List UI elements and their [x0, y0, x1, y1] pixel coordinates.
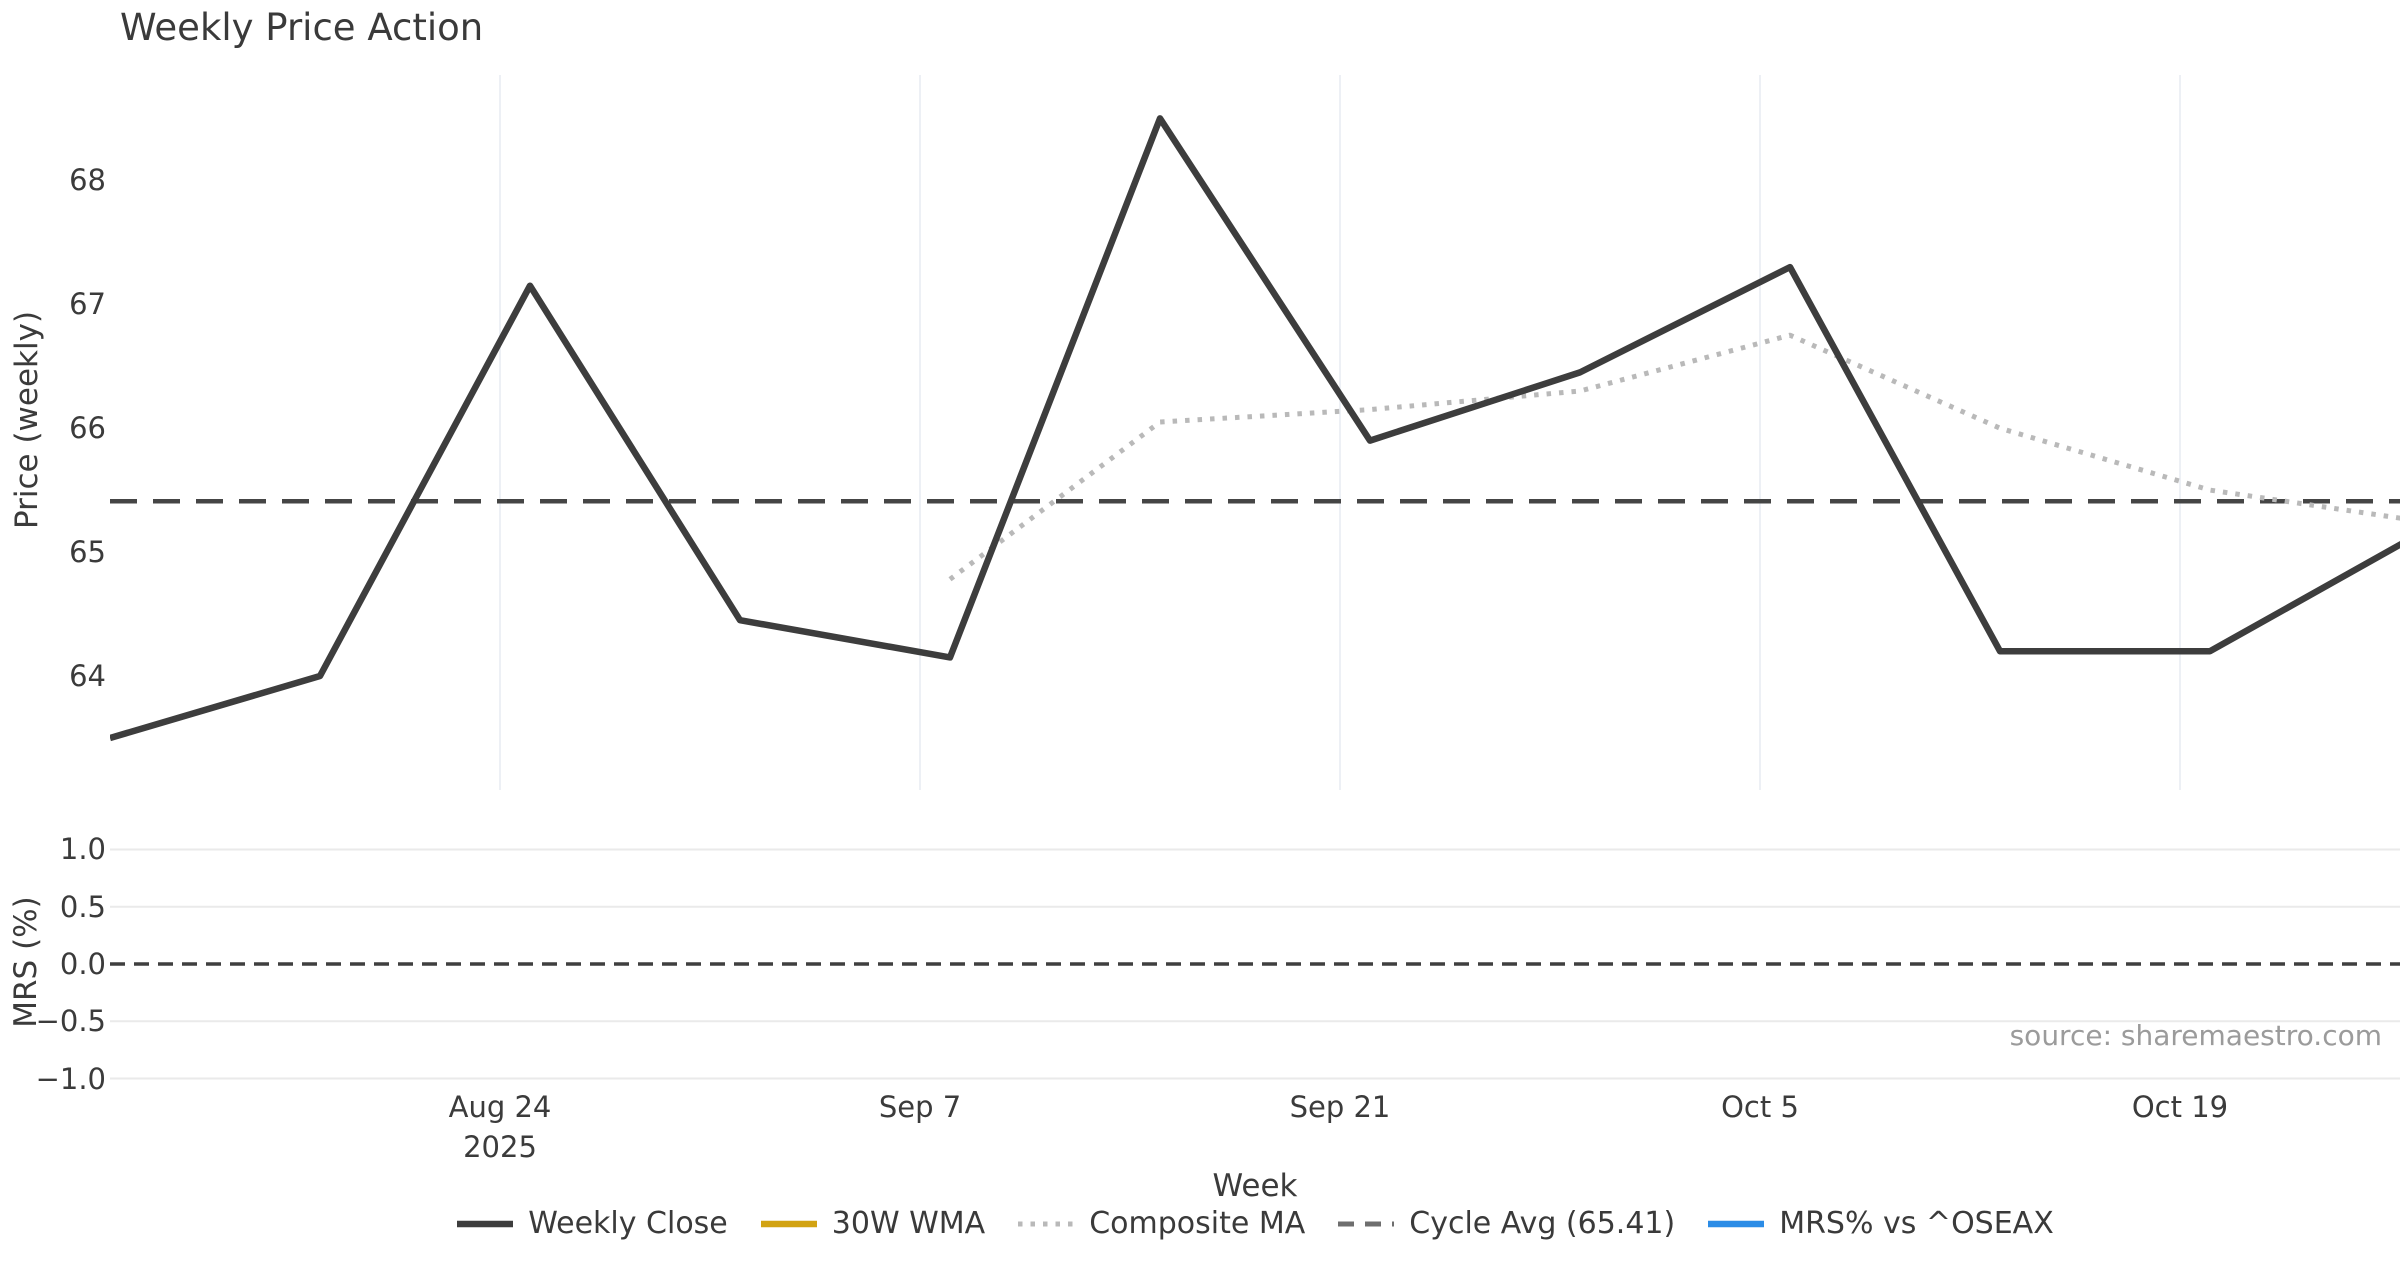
legend-label: Cycle Avg (65.41)	[1409, 1206, 1676, 1241]
legend-swatch-dashed	[1338, 1221, 1395, 1226]
legend-label: Composite MA	[1089, 1206, 1306, 1241]
legend-swatch-solid	[457, 1220, 514, 1227]
composite-ma-line	[948, 332, 2400, 582]
mrs-ytick-label: 1.0	[59, 832, 106, 866]
legend-item-composite-ma: Composite MA	[1017, 1206, 1305, 1241]
legend-label: MRS% vs ^OSEAX	[1779, 1206, 2054, 1241]
legend-swatch-solid	[1708, 1220, 1765, 1227]
legend-swatch-solid	[760, 1220, 817, 1227]
legend-swatch-dotted	[1018, 1221, 1075, 1226]
legend-label: 30W WMA	[831, 1206, 986, 1241]
x-tick-year-label: 2025	[463, 1130, 537, 1164]
legend-item-cycle-avg-65-41: Cycle Avg (65.41)	[1337, 1206, 1675, 1241]
price-ytick-label: 64	[69, 659, 106, 693]
mrs-ytick-label: 0.0	[59, 947, 106, 981]
legend-item-mrs-vs-oseax: MRS% vs ^OSEAX	[1707, 1206, 2054, 1241]
x-tick-label: Oct 5	[1721, 1090, 1799, 1124]
x-tick-label: Oct 19	[2131, 1090, 2229, 1124]
weekly-close-line	[110, 115, 2400, 742]
price-ytick-label: 65	[69, 535, 106, 569]
legend-item-30w-wma: 30W WMA	[760, 1206, 985, 1241]
price-ytick-label: 67	[69, 287, 106, 321]
x-tick-label: Aug 24	[448, 1090, 552, 1124]
source-note: source: sharemaestro.com	[2009, 1019, 2382, 1052]
x-axis-label: Week	[1212, 1168, 1298, 1204]
x-tick-label: Sep 7	[878, 1090, 962, 1124]
price-ytick-label: 68	[69, 163, 106, 197]
price-ytick-label: 66	[69, 411, 106, 445]
mrs-ytick-label: −1.0	[35, 1062, 106, 1096]
legend: Weekly Close 30W WMA Composite MA Cycle Avg…	[110, 1206, 2400, 1241]
chart-title: Weekly Price Action	[120, 6, 484, 49]
legend-label: Weekly Close	[528, 1206, 728, 1241]
mrs-ytick-label: 0.5	[59, 890, 106, 924]
mrs-ytick-label: −0.5	[35, 1004, 106, 1038]
x-tick-label: Sep 21	[1289, 1090, 1391, 1124]
legend-item-weekly-close: Weekly Close	[456, 1206, 728, 1241]
